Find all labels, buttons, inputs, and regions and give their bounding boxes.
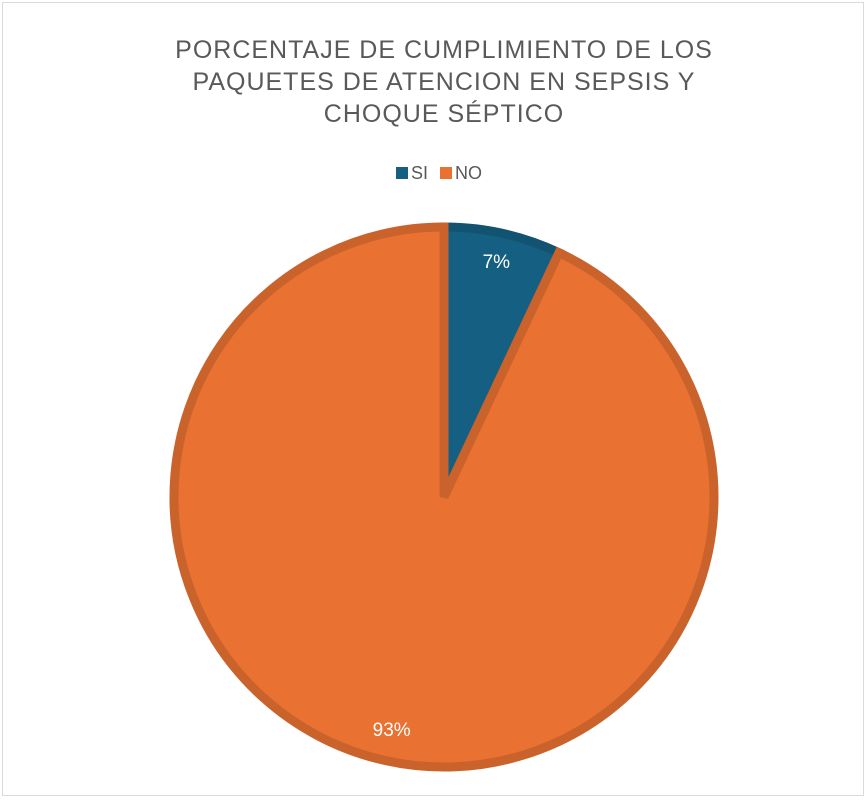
legend-swatch: [440, 167, 453, 179]
data-label: 7%: [483, 252, 511, 273]
slice-edge: [169, 222, 719, 772]
legend-label: NO: [455, 163, 482, 183]
chart-title: PORCENTAJE DE CUMPLIMIENTO DE LOS PAQUET…: [175, 36, 713, 128]
legend-label: SI: [411, 163, 428, 183]
slice-group: [169, 222, 719, 772]
data-label: 93%: [373, 720, 411, 741]
legend-swatch: [396, 167, 408, 179]
pie-slice: [169, 222, 719, 772]
